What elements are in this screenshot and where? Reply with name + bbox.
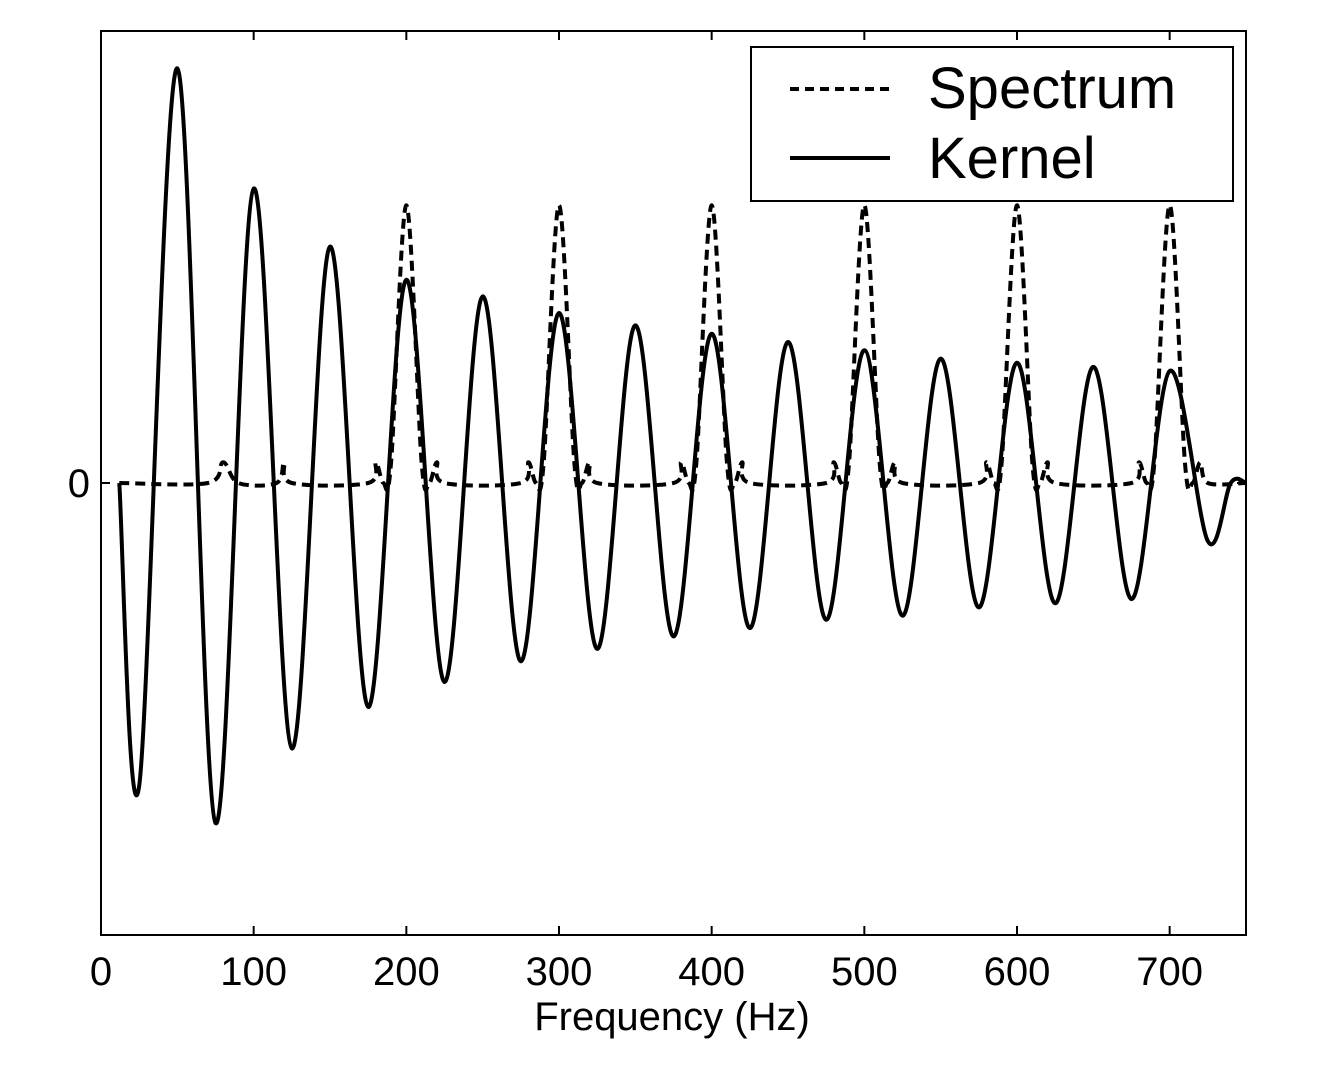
x-tick-label: 300 — [526, 950, 593, 994]
x-axis-ticks: 0 100 200 300 400 500 600 700 — [90, 31, 1203, 994]
x-tick-label: 200 — [373, 950, 440, 994]
legend-box — [750, 46, 1234, 202]
legend-label-spectrum: Spectrum — [928, 56, 1176, 121]
x-tick-label: 400 — [678, 950, 745, 994]
legend-label-kernel: Kernel — [928, 126, 1096, 191]
x-tick-label: 600 — [984, 950, 1051, 994]
series-line-spectrum — [119, 203, 1247, 492]
x-tick-label: 700 — [1136, 950, 1203, 994]
x-tick-label: 100 — [220, 950, 287, 994]
x-axis-label: Frequency (Hz) — [534, 995, 810, 1039]
series-layer — [117, 66, 1247, 826]
series-line-kernel — [117, 66, 1247, 826]
y-tick-label: 0 — [68, 462, 90, 506]
x-tick-label: 500 — [831, 950, 898, 994]
x-tick-label: 0 — [90, 950, 112, 994]
legend: Spectrum Kernel — [750, 46, 1234, 202]
